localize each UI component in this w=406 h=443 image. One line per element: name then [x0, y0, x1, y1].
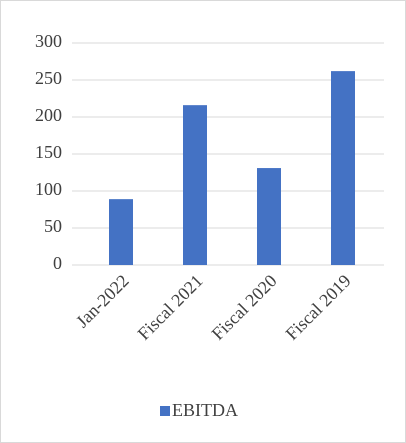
bar [257, 168, 281, 265]
y-tick-label: 50 [44, 216, 62, 236]
legend-label: EBITDA [172, 400, 238, 420]
legend-swatch [160, 406, 170, 416]
bar [109, 199, 133, 265]
y-tick-label: 250 [35, 68, 62, 88]
bar [331, 71, 355, 266]
y-tick-label: 200 [35, 105, 62, 125]
y-tick-label: 0 [53, 253, 62, 273]
y-tick-label: 300 [35, 31, 62, 51]
y-tick-label: 100 [35, 179, 62, 199]
bar [183, 105, 207, 265]
y-tick-label: 150 [35, 142, 62, 162]
